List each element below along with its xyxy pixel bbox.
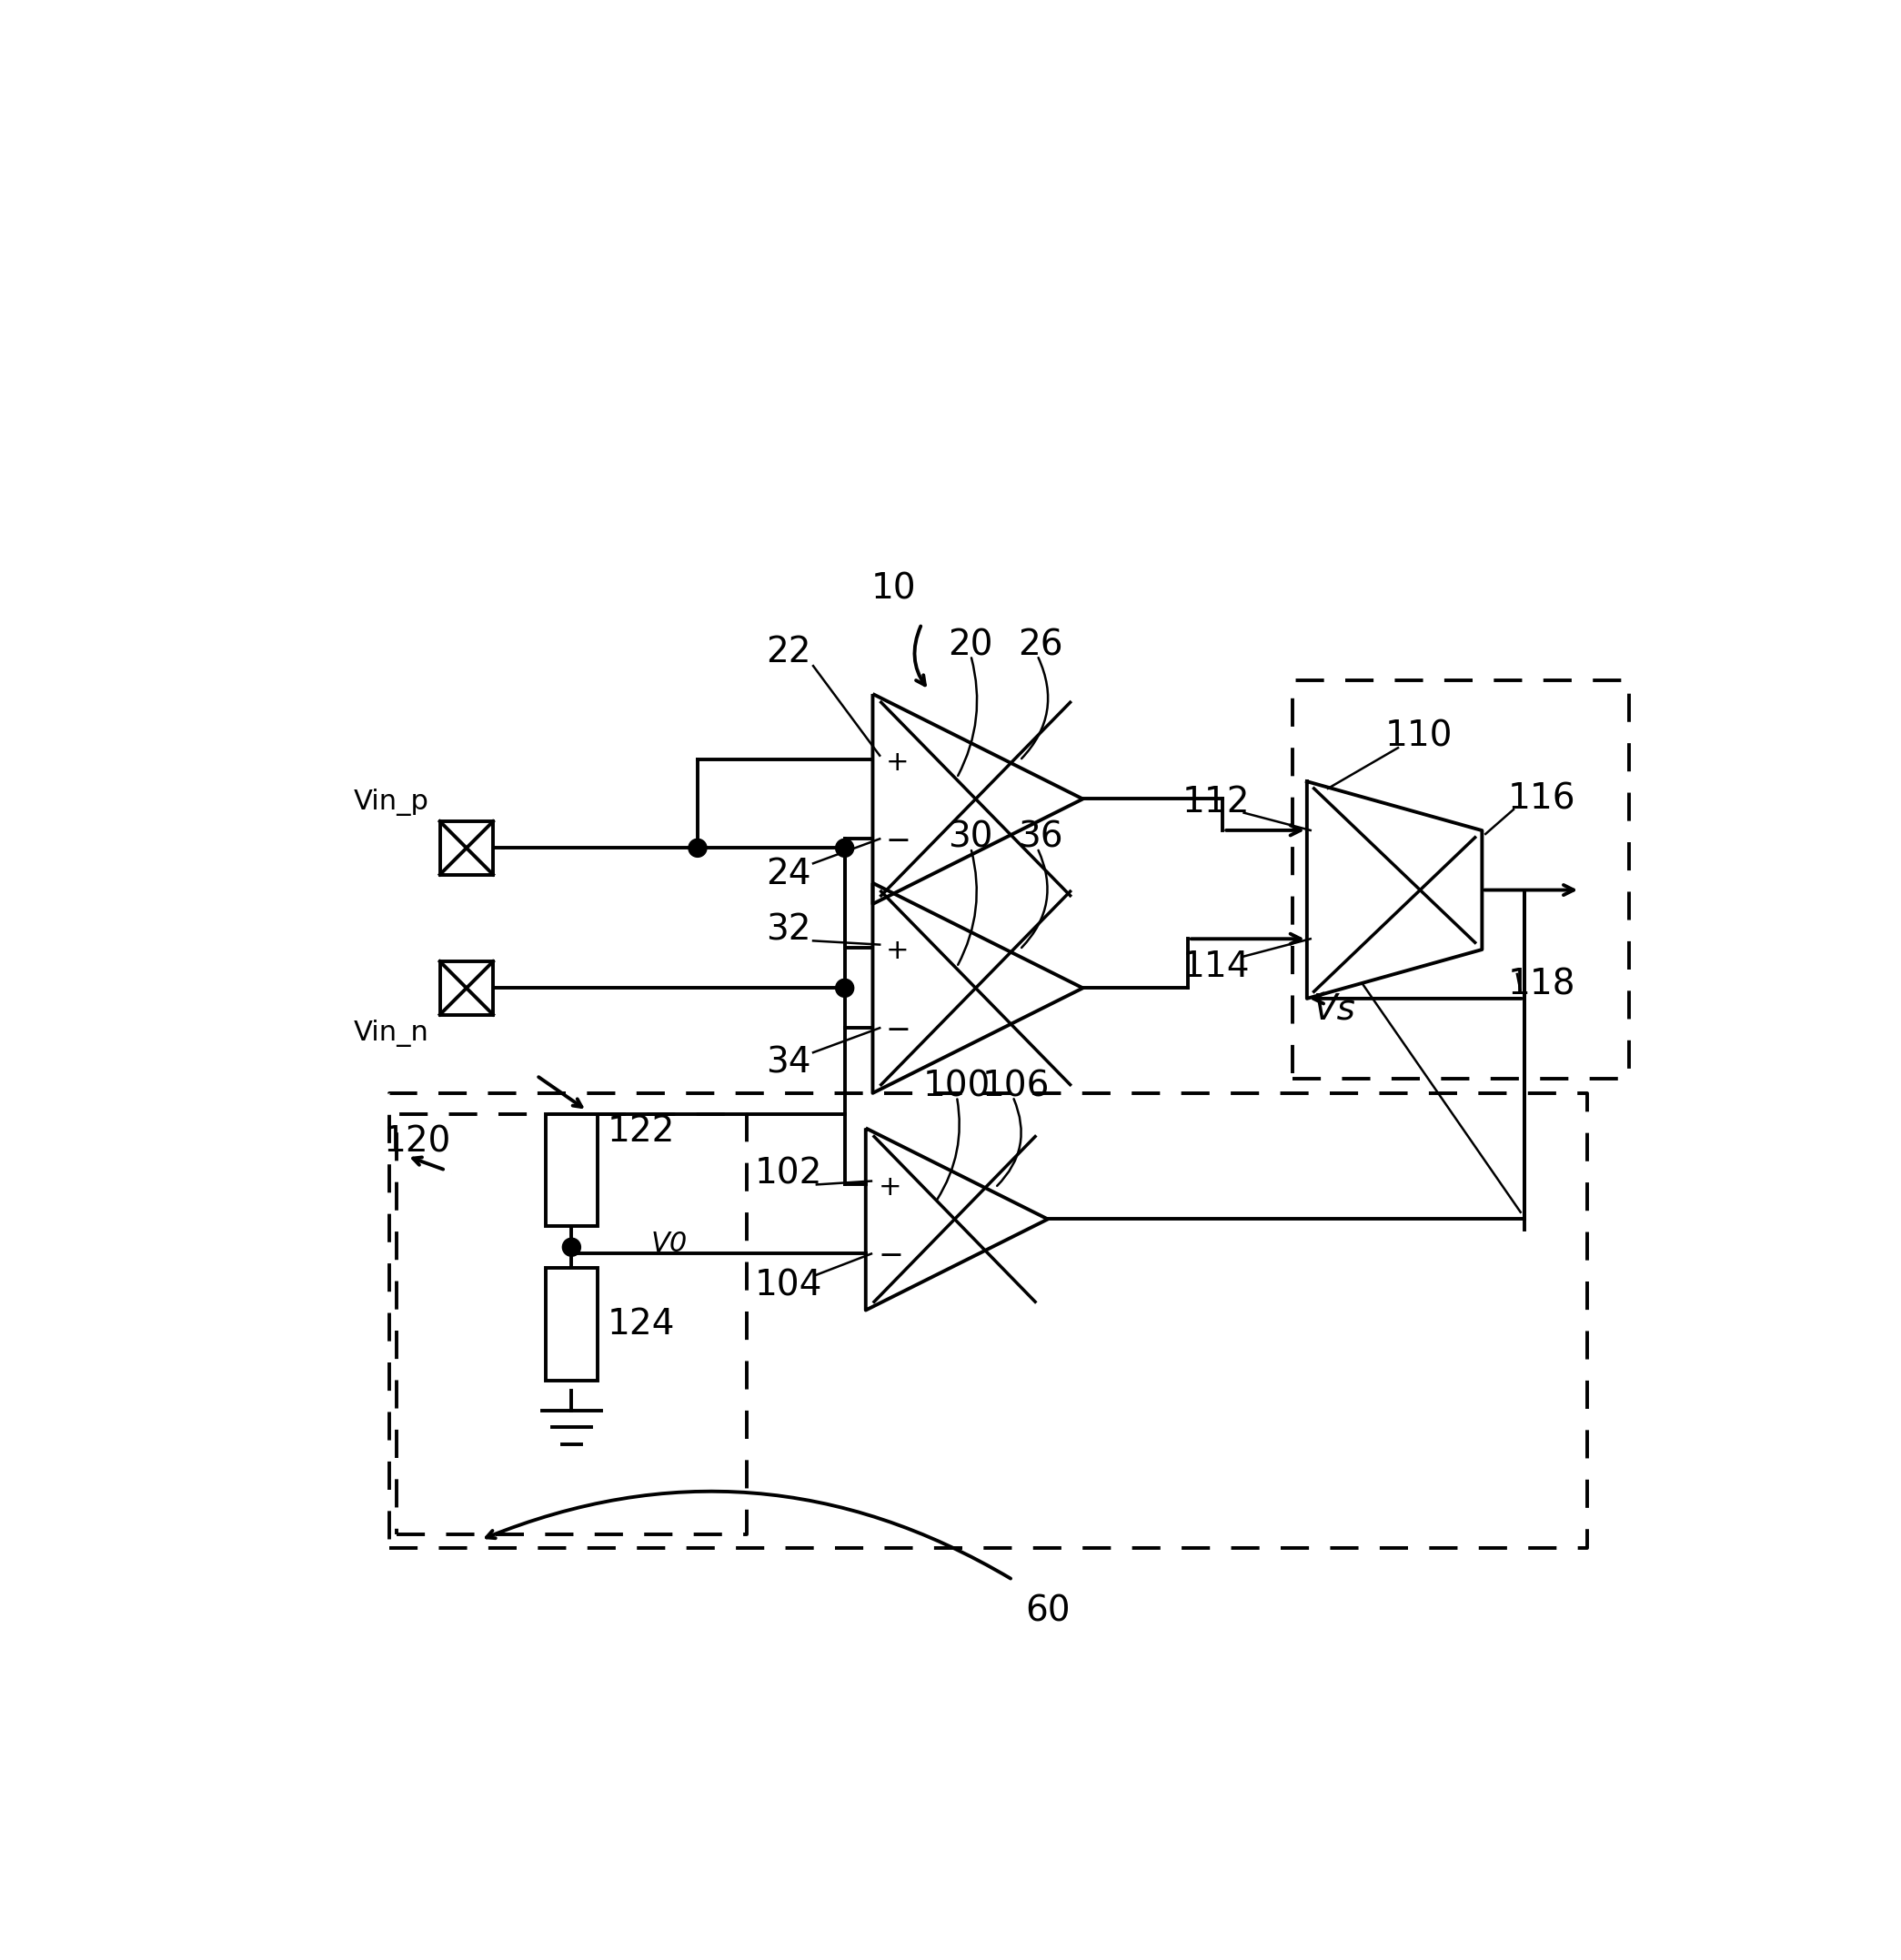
Text: −: − [886, 825, 911, 857]
Bar [546, 1268, 597, 1380]
Circle shape [836, 978, 854, 998]
Text: 60: 60 [1025, 1593, 1070, 1629]
Bar [546, 1113, 597, 1227]
Text: 112: 112 [1182, 786, 1249, 819]
Text: 102: 102 [755, 1156, 823, 1192]
Text: 106: 106 [983, 1068, 1049, 1103]
Text: 118: 118 [1507, 968, 1576, 1002]
Text: 36: 36 [1019, 819, 1063, 855]
Circle shape [836, 839, 854, 857]
Text: 120: 120 [384, 1125, 451, 1160]
Text: 100: 100 [922, 1068, 990, 1103]
Text: 124: 124 [608, 1307, 675, 1341]
Text: +: + [886, 749, 909, 776]
Bar [439, 821, 492, 874]
Text: 122: 122 [608, 1115, 675, 1149]
Text: 34: 34 [766, 1047, 812, 1080]
Text: 104: 104 [755, 1268, 823, 1303]
Text: 26: 26 [1019, 627, 1063, 662]
Text: 10: 10 [871, 572, 916, 606]
Text: 32: 32 [766, 913, 812, 947]
Text: 114: 114 [1182, 949, 1249, 984]
Text: +: + [878, 1174, 901, 1200]
Text: 24: 24 [766, 857, 812, 892]
Text: 20: 20 [949, 627, 992, 662]
Circle shape [563, 1239, 580, 1256]
Text: 30: 30 [949, 819, 992, 855]
Text: Vs: Vs [1314, 992, 1355, 1027]
Text: −: − [886, 1015, 911, 1045]
Circle shape [688, 839, 707, 857]
Text: 110: 110 [1386, 719, 1452, 753]
Text: −: − [878, 1241, 903, 1270]
Text: +: + [886, 939, 909, 964]
Text: Vin_n: Vin_n [354, 1019, 430, 1047]
Text: 116: 116 [1507, 782, 1576, 815]
Bar [439, 962, 492, 1015]
Text: Vin_p: Vin_p [354, 788, 430, 815]
Text: 22: 22 [766, 635, 812, 668]
Text: V0: V0 [652, 1231, 688, 1256]
